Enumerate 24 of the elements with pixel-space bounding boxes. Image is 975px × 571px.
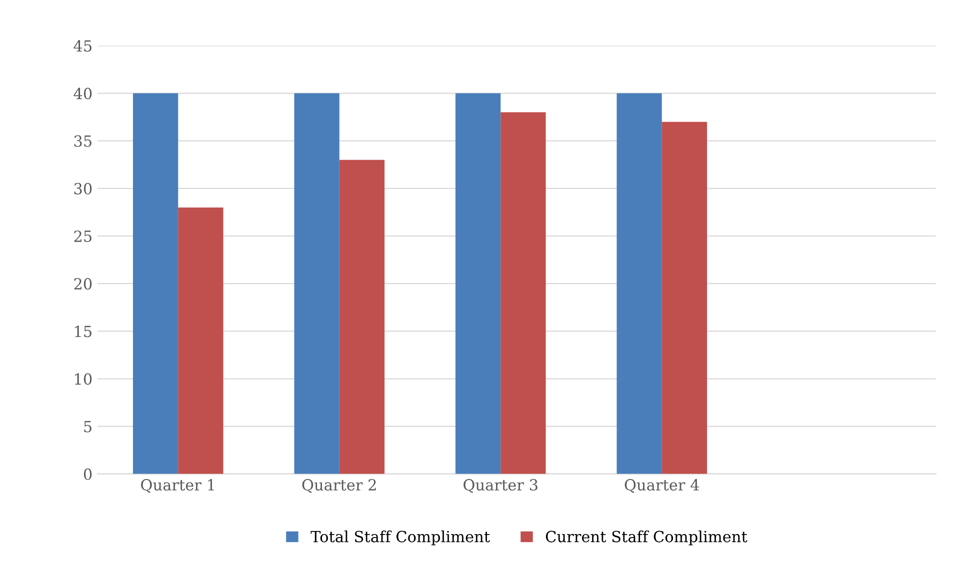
y-tick-label: 25 (74, 230, 92, 242)
bar (616, 93, 662, 474)
y-tick-label: 35 (74, 135, 92, 147)
y-tick-label: 10 (75, 373, 92, 385)
bar (339, 160, 385, 474)
x-tick-label: Quarter 2 (302, 479, 376, 493)
bar (294, 93, 340, 474)
x-tick-label: Quarter 1 (141, 479, 214, 493)
bar (132, 93, 178, 474)
y-tick-label: 40 (74, 88, 92, 100)
x-tick-label: Quarter 4 (624, 479, 700, 493)
y-tick-label: 20 (74, 278, 92, 290)
x-tick-label: Quarter 3 (464, 479, 538, 493)
y-tick-label: 15 (75, 326, 92, 338)
y-tick-label: 5 (84, 421, 92, 432)
bar (662, 122, 708, 474)
bar (178, 207, 224, 474)
y-tick-label: 0 (84, 468, 92, 480)
y-tick-label: 30 (74, 182, 92, 194)
y-tick-label: 45 (74, 40, 92, 52)
legend-label: Current Staff Compliment (546, 530, 748, 546)
bar (500, 112, 546, 474)
legend-label: Total Staff Compliment (310, 530, 490, 546)
bar (455, 93, 501, 474)
